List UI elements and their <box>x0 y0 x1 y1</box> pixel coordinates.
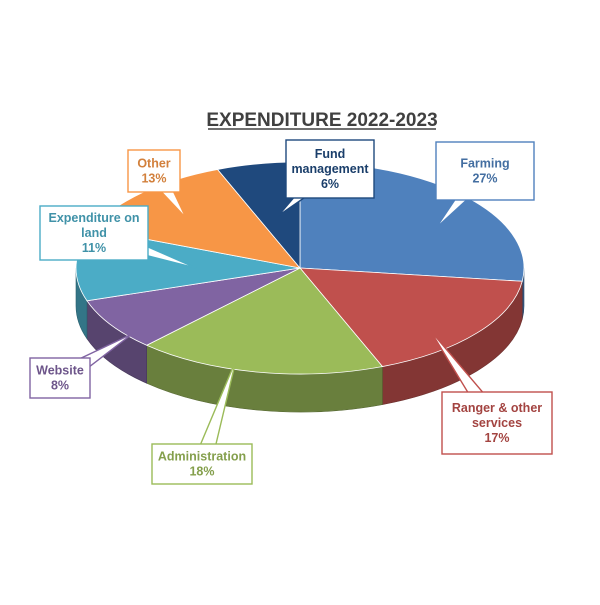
callout-box-fill <box>443 393 551 453</box>
callout-category-label: land <box>81 226 107 240</box>
callout-category-label: services <box>472 416 522 430</box>
chart-title: EXPENDITURE 2022-2023 <box>206 110 437 131</box>
callout-category-label: Fund <box>315 147 346 161</box>
callout-category-label: Other <box>137 157 170 171</box>
callout-box-fill <box>129 151 179 191</box>
callout-box-fill <box>31 359 89 397</box>
callout-box-fill <box>153 445 251 483</box>
callout-category-label: Administration <box>158 450 246 464</box>
callout-category-label: Website <box>36 364 84 378</box>
callout-value-label: 6% <box>321 177 339 191</box>
callout-value-label: 27% <box>472 172 497 186</box>
callout-category-label: Expenditure on <box>49 211 140 225</box>
callout-value-label: 17% <box>484 431 509 445</box>
callout-category-label: Ranger & other <box>452 401 542 415</box>
callout-value-label: 18% <box>189 465 214 479</box>
callout-category-label: management <box>291 162 369 176</box>
callout-category-label: Farming <box>460 157 509 171</box>
callout-value-label: 13% <box>141 172 166 186</box>
callout-value-label: 11% <box>82 241 106 255</box>
pie-slice-administration <box>145 267 384 375</box>
callout-box-fill <box>287 141 373 197</box>
callout-value-label: 8% <box>51 379 69 393</box>
pie-slice-website <box>86 267 301 346</box>
pie-slice-ranger-other-services <box>299 267 523 367</box>
callout-box-fill <box>437 143 533 199</box>
callout-box-fill <box>41 207 147 259</box>
